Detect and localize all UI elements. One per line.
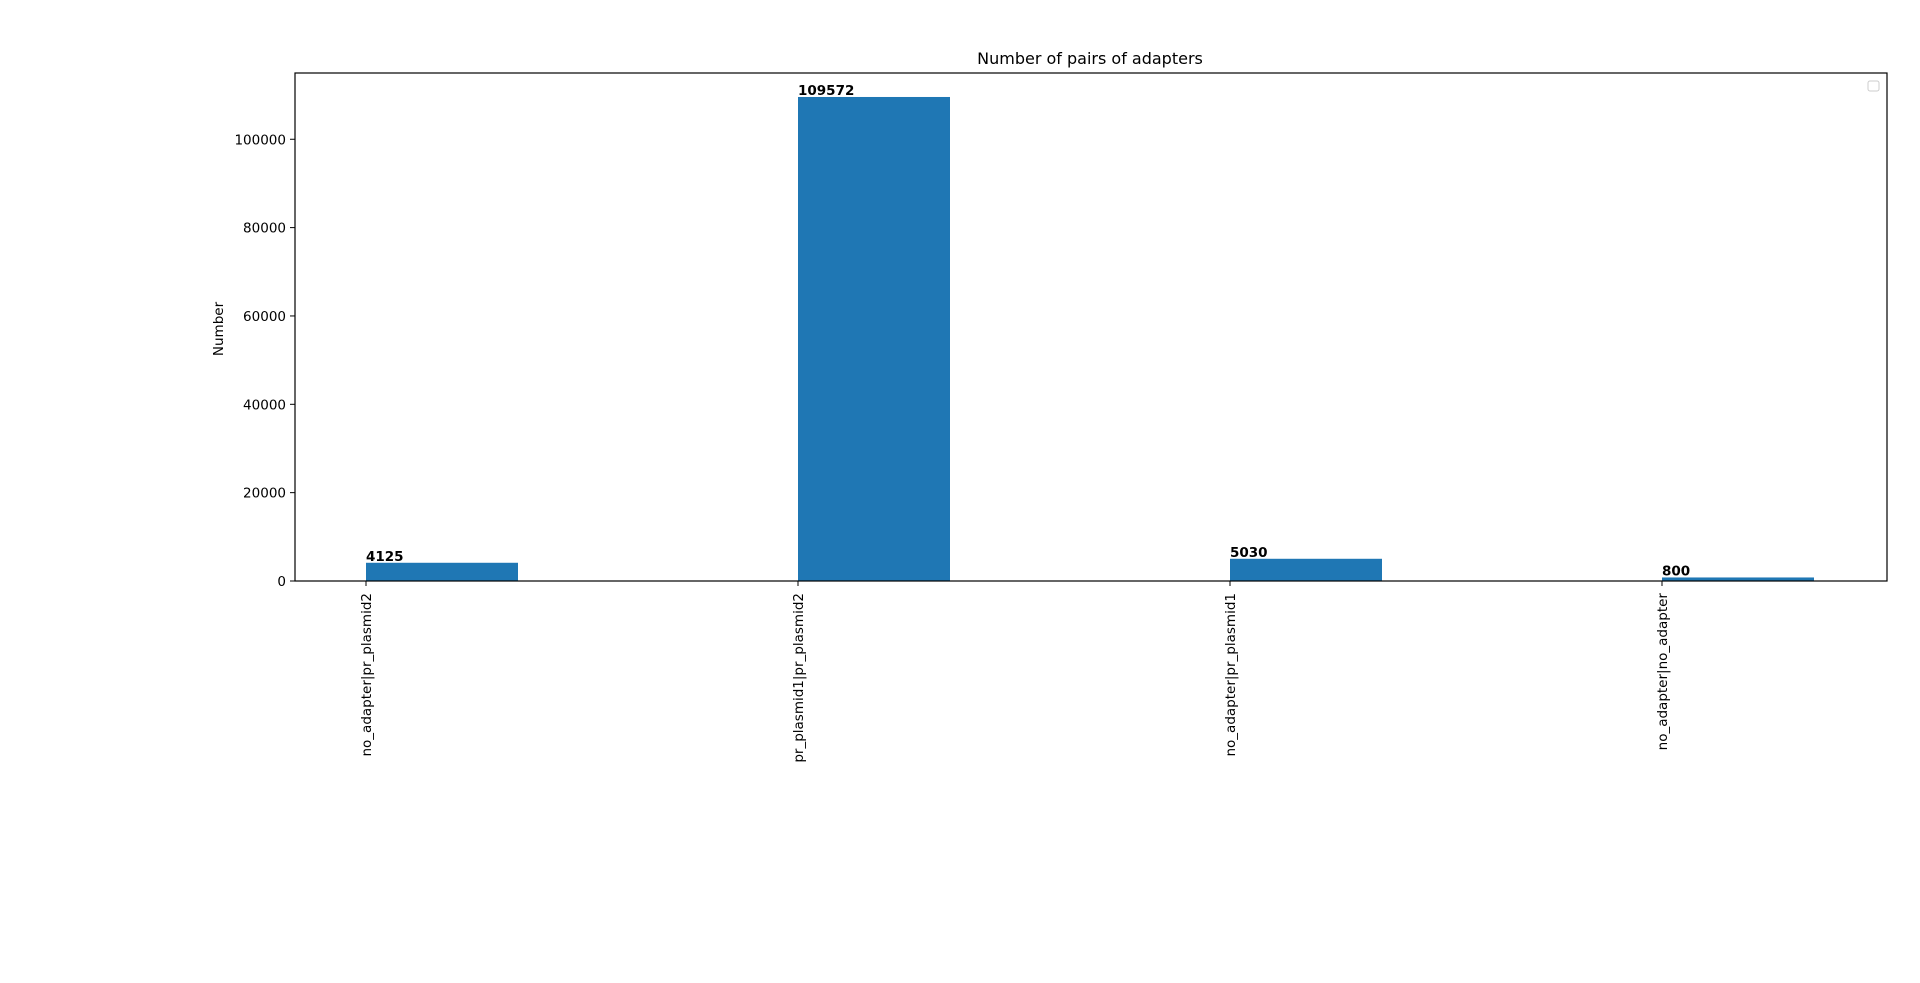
bar-value-label: 4125 <box>366 549 404 565</box>
bar <box>798 96 950 581</box>
y-tick-label: 100000 <box>234 132 286 148</box>
bar <box>1230 558 1382 581</box>
y-tick-label: 40000 <box>243 397 286 413</box>
bar-value-label: 800 <box>1662 563 1690 579</box>
x-tick-label: no_adapter|pr_plasmid1 <box>1223 593 1239 757</box>
y-tick-label: 60000 <box>243 309 286 325</box>
x-tick-label: pr_plasmid1|pr_plasmid2 <box>791 593 807 763</box>
y-axis-label: Number <box>211 301 227 356</box>
x-tick-label: no_adapter|pr_plasmid2 <box>359 593 375 757</box>
bar <box>1662 577 1814 581</box>
legend-box <box>1867 80 1880 92</box>
x-tick-label: no_adapter|no_adapter <box>1655 593 1671 751</box>
plot-area: 0 20000 40000 60000 80000 100000 no_adapter|pr… <box>234 83 1814 763</box>
chart-title: Number of pairs of adapters <box>977 49 1203 68</box>
bar <box>366 562 518 581</box>
y-tick-label: 0 <box>277 574 286 590</box>
axes-frame <box>294 72 1888 582</box>
y-tick-label: 20000 <box>243 486 286 502</box>
bar-value-label: 5030 <box>1230 545 1268 561</box>
y-tick-label: 80000 <box>243 221 286 237</box>
bar-value-label: 109572 <box>798 83 854 99</box>
